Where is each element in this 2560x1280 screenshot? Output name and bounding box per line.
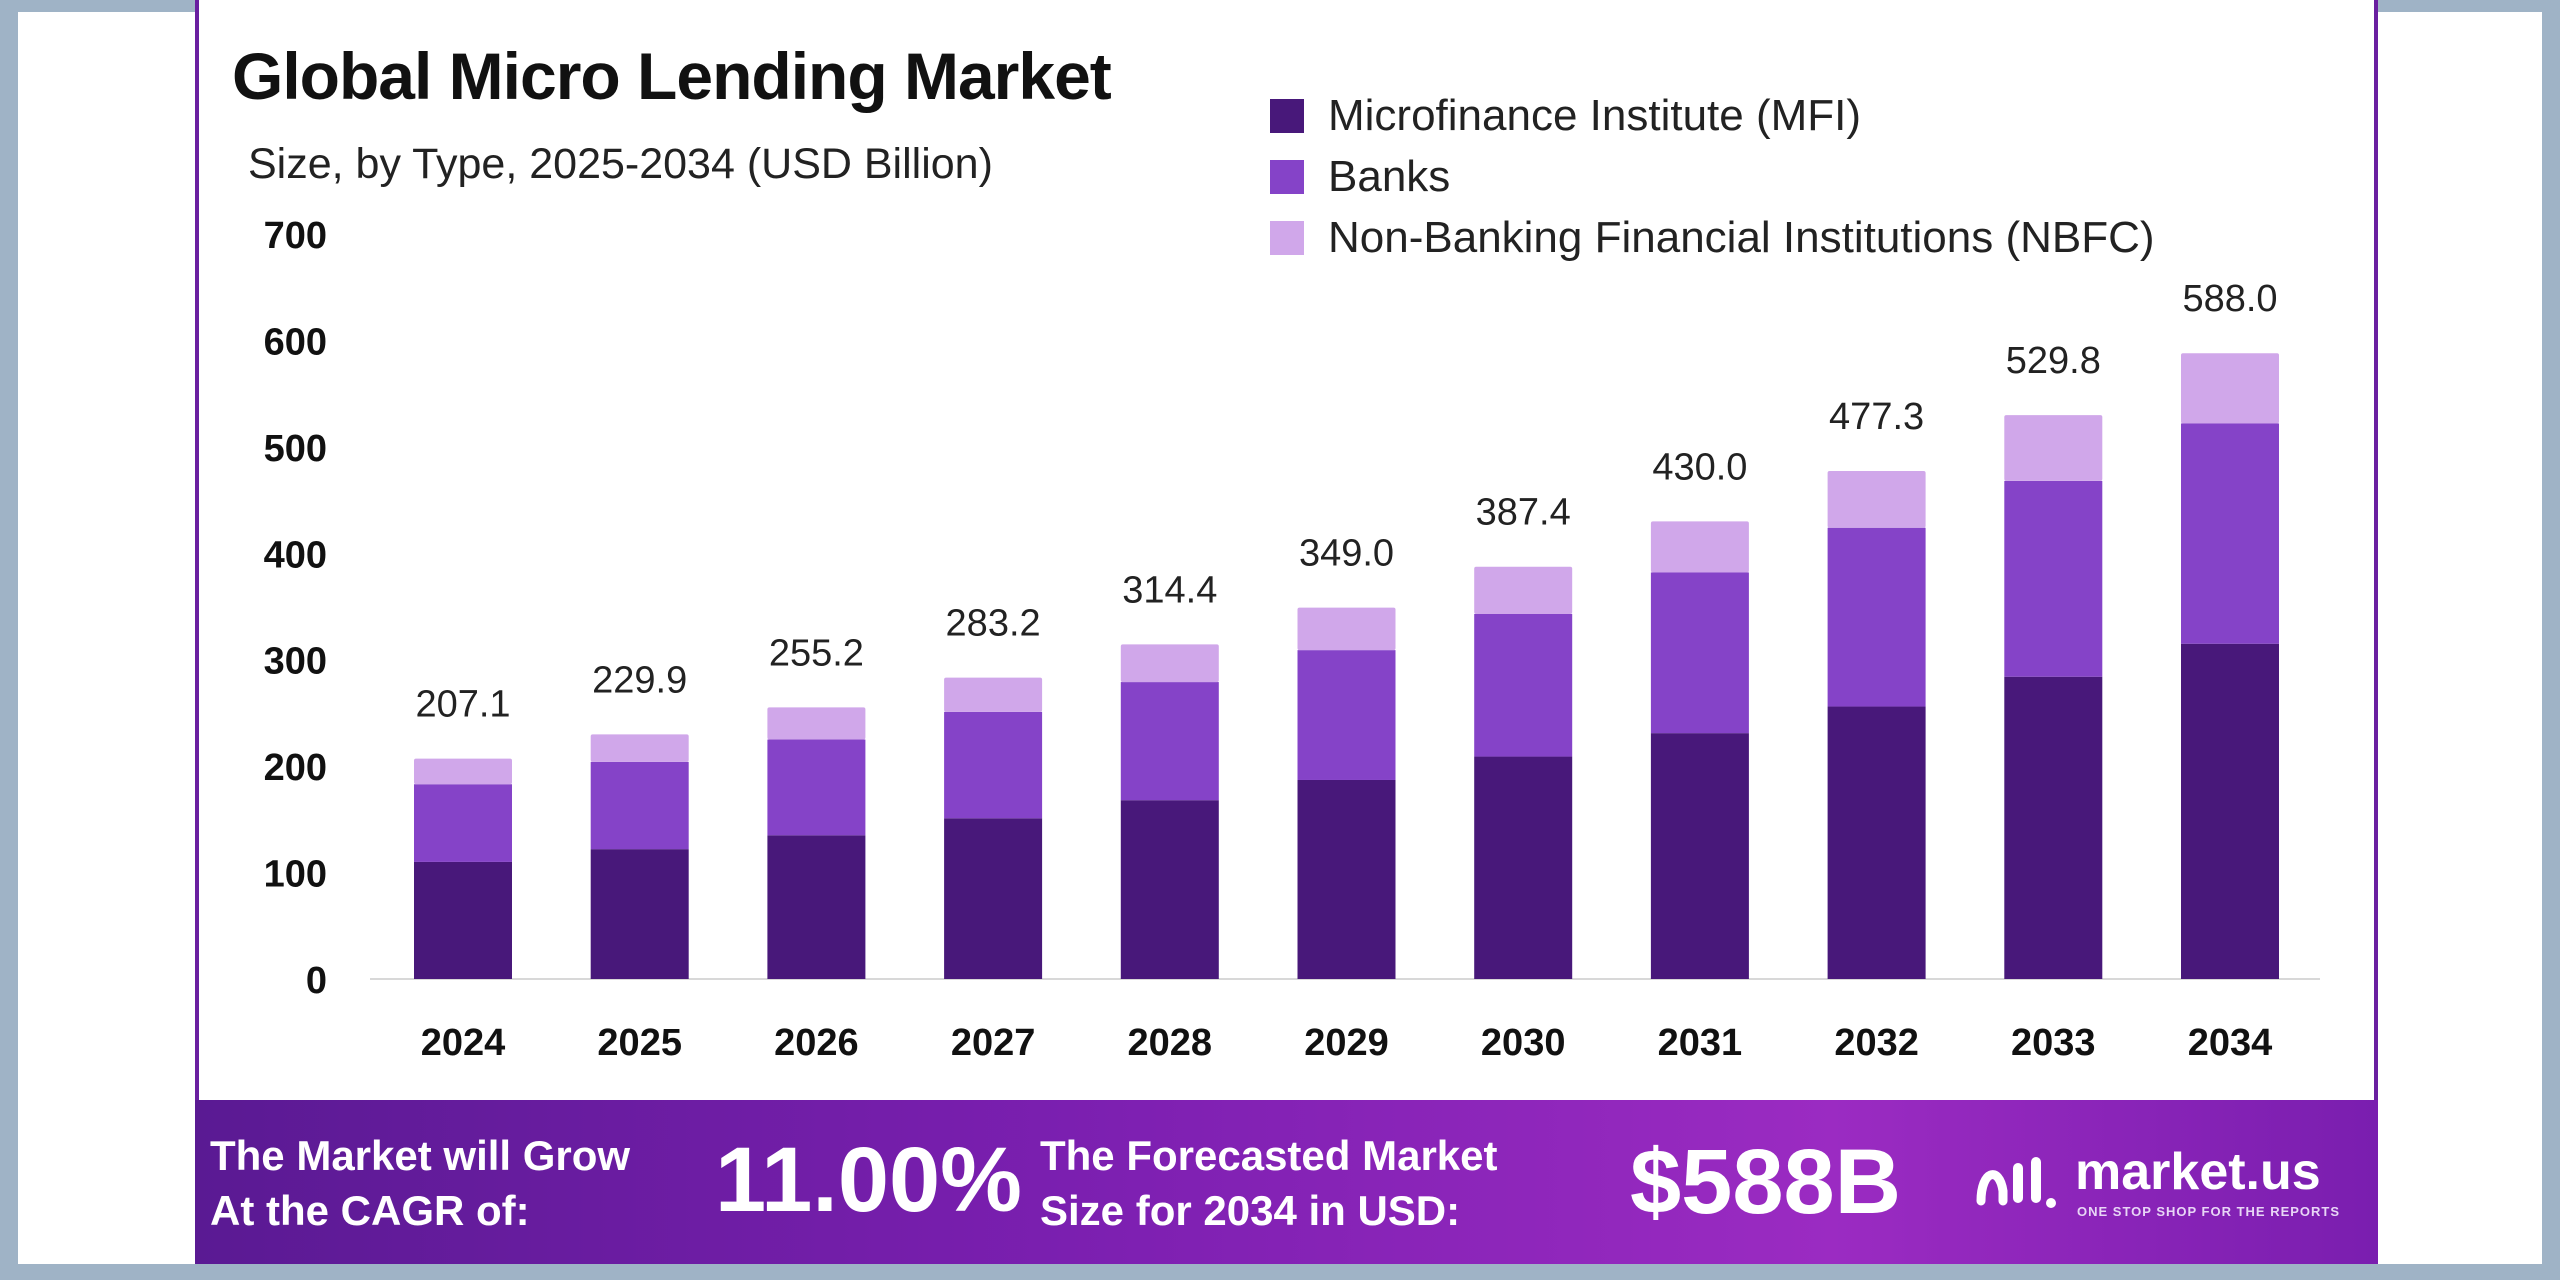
bar-segment-mfi: [1650, 733, 1749, 979]
bar-segment-mfi: [1827, 706, 1926, 979]
y-axis: 0 100 200 300 400 500 600 700: [264, 215, 327, 1002]
x-tick-label: 2034: [2188, 1022, 2273, 1064]
bar-segment-mfi: [1120, 800, 1219, 979]
total-label: 588.0: [2182, 278, 2277, 320]
x-tick-label: 2024: [421, 1022, 506, 1064]
y-tick-label: 600: [264, 321, 327, 363]
bar-segment-nbfc: [1120, 644, 1219, 683]
x-tick-label: 2033: [2011, 1022, 2096, 1064]
bar-segment-banks: [1827, 527, 1926, 707]
bar-segment-mfi: [767, 835, 866, 979]
forecast-label-line1: The Forecasted Market: [1040, 1132, 1498, 1179]
y-tick-label: 100: [264, 854, 327, 896]
logo-name: market.us: [2075, 1143, 2321, 1201]
total-label: 387.4: [1476, 492, 1571, 534]
y-tick-label: 700: [264, 215, 327, 257]
bar-segment-nbfc: [1827, 471, 1926, 528]
bar-segment-mfi: [944, 818, 1043, 979]
bar-segment-nbfc: [1650, 521, 1749, 573]
forecast-value: $588B: [1630, 1131, 1902, 1233]
bar-segment-mfi: [414, 861, 512, 979]
total-label: 477.3: [1829, 396, 1924, 438]
bar-segment-banks: [590, 761, 689, 850]
cagr-value: 11.00%: [715, 1129, 1022, 1231]
legend-item-mfi: Microfinance Institute (MFI): [1270, 85, 2155, 146]
total-label: 229.9: [592, 659, 687, 701]
x-tick-label: 2028: [1128, 1022, 1213, 1064]
bar-segment-mfi: [2181, 643, 2279, 979]
x-tick-label: 2031: [1658, 1022, 1743, 1064]
x-axis: 2024 2025 2026 2027 2028 2029 2030 2031 2032 2033…: [421, 1022, 2273, 1064]
cagr-label-line1: The Market will Grow: [210, 1132, 631, 1179]
total-label: 255.2: [769, 632, 864, 674]
legend-label-mfi: Microfinance Institute (MFI): [1328, 90, 1862, 140]
bar-segment-banks: [1297, 650, 1396, 780]
total-label: 207.1: [415, 684, 510, 726]
x-tick-label: 2030: [1481, 1022, 1566, 1064]
bar-segment-banks: [944, 711, 1043, 819]
legend: Microfinance Institute (MFI) Banks Non-B…: [1270, 85, 2155, 268]
bar-segment-mfi: [1297, 779, 1396, 979]
legend-label-nbfc: Non-Banking Financial Institutions (NBFC…: [1328, 212, 2155, 262]
legend-swatch-banks: [1270, 159, 1304, 194]
legend-item-banks: Banks: [1270, 146, 2155, 207]
y-tick-label: 200: [264, 747, 327, 789]
chart-title: Global Micro Lending Market: [232, 39, 1112, 113]
bar-segment-mfi: [1474, 756, 1573, 979]
bar-segment-nbfc: [2181, 353, 2279, 424]
legend-swatch-nbfc: [1270, 220, 1304, 255]
legend-swatch-mfi: [1270, 98, 1304, 133]
y-tick-label: 400: [264, 534, 327, 576]
bar-segment-nbfc: [414, 758, 512, 785]
market-us-logo-icon: [1976, 1157, 2056, 1208]
total-label: 283.2: [946, 603, 1041, 645]
bar-segment-nbfc: [1297, 607, 1396, 651]
summary-banner: The Market will Grow At the CAGR of: 11.…: [195, 1100, 2378, 1264]
chart-subtitle: Size, by Type, 2025-2034 (USD Billion): [248, 140, 993, 188]
x-tick-label: 2026: [774, 1022, 859, 1064]
total-label: 529.8: [2006, 340, 2101, 382]
bar-segment-mfi: [2004, 676, 2103, 979]
bar-segment-nbfc: [944, 677, 1043, 712]
bar-segment-banks: [1474, 613, 1573, 757]
bar-segment-nbfc: [1474, 566, 1573, 614]
y-tick-label: 300: [264, 641, 327, 683]
legend-item-nbfc: Non-Banking Financial Institutions (NBFC…: [1270, 207, 2155, 268]
cagr-label-line2: At the CAGR of:: [210, 1187, 530, 1234]
bar-segment-mfi: [590, 849, 689, 979]
bar-segment-nbfc: [767, 707, 866, 740]
x-tick-label: 2027: [951, 1022, 1036, 1064]
y-tick-label: 0: [306, 960, 327, 1002]
legend-label-banks: Banks: [1328, 151, 1451, 201]
total-label: 430.0: [1652, 446, 1747, 488]
total-labels: 207.1 229.9 255.2 283.2 314.4 349.0 387.4 430.0…: [415, 278, 2277, 725]
bar-segment-banks: [2004, 480, 2103, 677]
x-tick-label: 2032: [1834, 1022, 1919, 1064]
bar-segment-nbfc: [590, 734, 689, 762]
bar-segment-banks: [1120, 682, 1219, 801]
bar-segment-banks: [414, 784, 512, 862]
bar-segment-banks: [2181, 423, 2279, 644]
total-label: 349.0: [1299, 533, 1394, 575]
forecast-label-line2: Size for 2034 in USD:: [1040, 1187, 1461, 1234]
total-label: 314.4: [1122, 569, 1217, 611]
bar-segment-banks: [1650, 572, 1749, 734]
bar-segment-banks: [767, 739, 866, 836]
x-tick-label: 2025: [597, 1022, 682, 1064]
bars-group: [414, 353, 2279, 979]
y-tick-label: 500: [264, 428, 327, 470]
x-tick-label: 2029: [1304, 1022, 1389, 1064]
bar-segment-nbfc: [2004, 415, 2103, 481]
logo-tagline: ONE STOP SHOP FOR THE REPORTS: [2077, 1204, 2341, 1219]
